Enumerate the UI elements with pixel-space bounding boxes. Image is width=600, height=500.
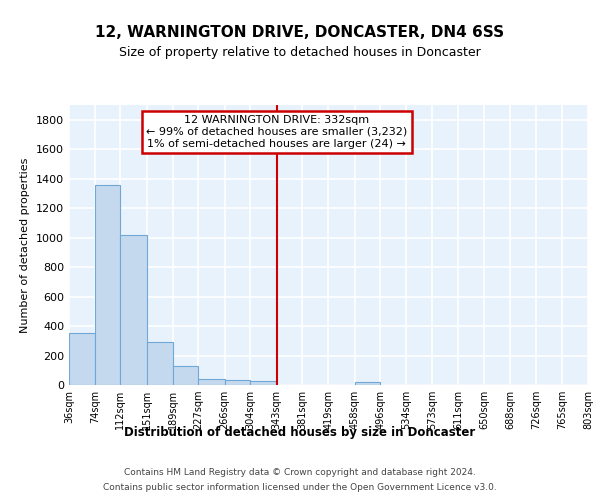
Bar (224, 380, 250, 385)
Bar (198, 379, 224, 385)
Bar (95, 184, 121, 385)
Bar (147, 342, 173, 385)
Bar (355, 382, 380, 385)
Y-axis label: Number of detached properties: Number of detached properties (20, 158, 31, 332)
Text: 12, WARNINGTON DRIVE, DONCASTER, DN4 6SS: 12, WARNINGTON DRIVE, DONCASTER, DN4 6SS (95, 25, 505, 40)
Text: Distribution of detached houses by size in Doncaster: Distribution of detached houses by size … (124, 426, 476, 439)
Text: 12 WARNINGTON DRIVE: 332sqm
← 99% of detached houses are smaller (3,232)
1% of s: 12 WARNINGTON DRIVE: 332sqm ← 99% of det… (146, 116, 407, 148)
Text: Size of property relative to detached houses in Doncaster: Size of property relative to detached ho… (119, 46, 481, 59)
Bar (250, 380, 277, 385)
Bar (173, 366, 198, 385)
Text: Contains public sector information licensed under the Open Government Licence v3: Contains public sector information licen… (103, 483, 497, 492)
Text: Contains HM Land Registry data © Crown copyright and database right 2024.: Contains HM Land Registry data © Crown c… (124, 468, 476, 477)
Bar (69, 332, 95, 385)
Bar (121, 234, 147, 385)
